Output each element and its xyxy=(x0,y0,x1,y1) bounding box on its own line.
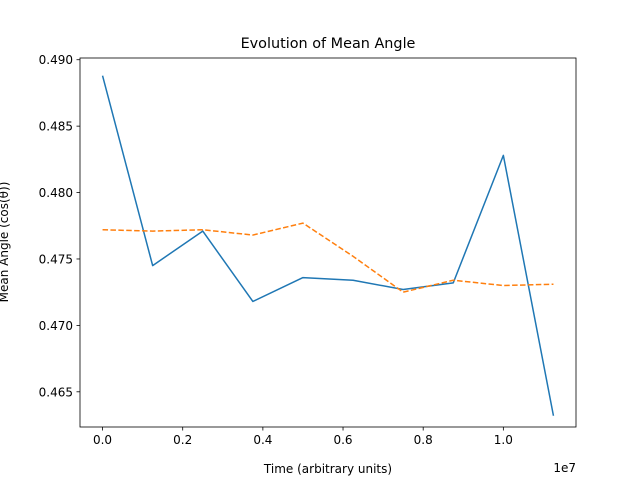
x-axis-offset-label: 1e7 xyxy=(553,461,576,475)
x-tick-label: 0.4 xyxy=(253,433,272,447)
series-line-1 xyxy=(101,75,555,416)
y-tick-label: 0.490 xyxy=(39,53,73,67)
x-axis-label: Time (arbitrary units) xyxy=(263,462,392,476)
y-tick-label: 0.465 xyxy=(39,385,73,399)
series-line-2 xyxy=(102,222,554,293)
y-tick-label: 0.485 xyxy=(39,120,73,134)
chart-title: Evolution of Mean Angle xyxy=(241,36,416,52)
x-tick-label: 0.6 xyxy=(333,433,352,447)
x-tick-label: 0.8 xyxy=(414,433,433,447)
axes-frame xyxy=(79,57,577,428)
y-tick-label: 0.475 xyxy=(39,252,73,266)
x-tick-label: 1.0 xyxy=(494,433,513,447)
y-axis-label: Mean Angle (cos(θ)) xyxy=(0,182,11,303)
x-tick-label: 0.2 xyxy=(173,433,192,447)
y-tick-label: 0.470 xyxy=(39,319,73,333)
x-tick-label: 0.0 xyxy=(93,433,112,447)
y-tick-label: 0.480 xyxy=(39,186,73,200)
plot-area: 0.0 0.2 0.4 0.6 0.8 1.0 0.465 0.470 0.475 0.480 0.… xyxy=(39,53,577,447)
